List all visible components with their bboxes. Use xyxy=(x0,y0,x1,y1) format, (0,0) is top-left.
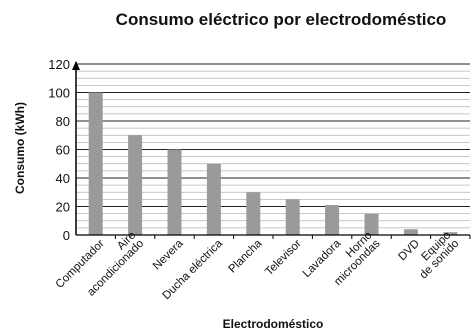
y-tick-label: 100 xyxy=(48,86,70,101)
x-category-label: Equipode sonido xyxy=(410,230,462,282)
chart-title: Consumo eléctrico por electrodoméstico xyxy=(116,10,447,29)
y-tick-label: 80 xyxy=(56,114,70,129)
x-category-label: Plancha xyxy=(227,237,265,275)
bar xyxy=(443,232,458,235)
bars xyxy=(88,92,458,235)
y-tick-labels: 0 20 40 60 80 100 120 xyxy=(48,57,70,243)
bar xyxy=(246,192,261,235)
x-category-label: DVD xyxy=(396,238,422,264)
axes xyxy=(72,61,471,239)
bar xyxy=(128,135,143,235)
bar xyxy=(88,92,103,235)
y-tick-label: 40 xyxy=(56,171,70,186)
x-axis-title: Electrodoméstico xyxy=(223,317,324,331)
bar xyxy=(285,199,300,235)
bar xyxy=(167,149,182,235)
y-tick-label: 20 xyxy=(56,200,70,215)
y-axis-title: Consumo (kWh) xyxy=(13,102,27,194)
y-tick-label: 60 xyxy=(56,143,70,158)
x-category-label: Nevera xyxy=(151,237,186,272)
bar xyxy=(364,213,379,235)
bar xyxy=(206,163,221,235)
x-category-label: Televisor xyxy=(263,238,304,279)
y-tick-label: 0 xyxy=(63,228,70,243)
bar xyxy=(403,229,418,235)
y-axis-arrow xyxy=(72,61,80,70)
y-tick-label: 120 xyxy=(48,57,70,72)
bar xyxy=(325,205,340,235)
x-category-label: Hornomicroondas xyxy=(324,229,383,288)
